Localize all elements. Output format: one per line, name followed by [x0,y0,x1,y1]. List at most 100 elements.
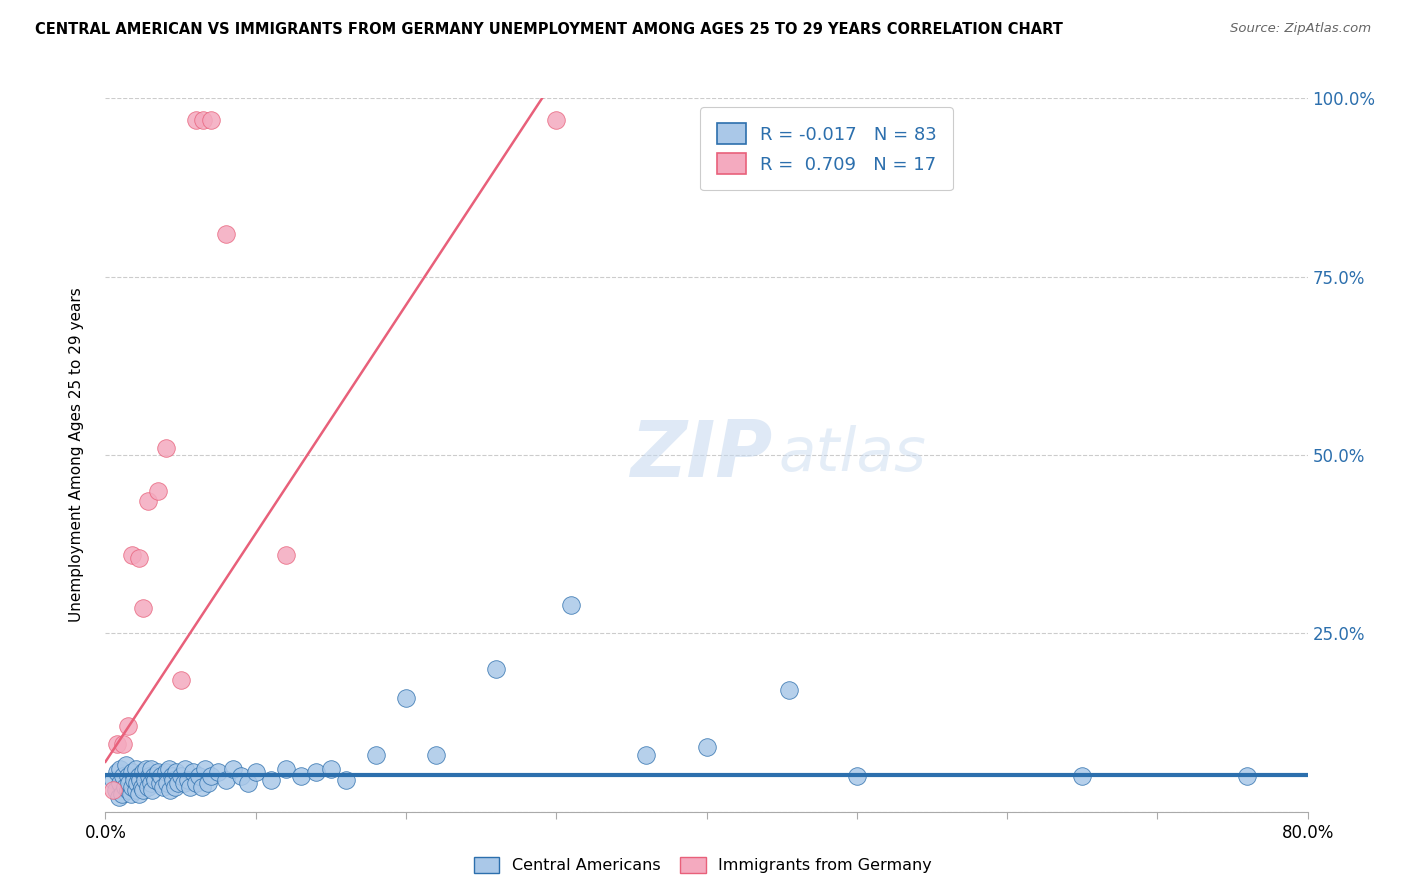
Point [155,765,177,780]
Point [174,762,197,776]
Point [162,772,184,787]
Point [131,780,153,794]
Point [146,483,169,498]
Point [214,772,236,787]
Point [222,762,245,776]
Point [214,227,236,241]
Legend: Central Americans, Immigrants from Germany: Central Americans, Immigrants from Germa… [468,850,938,880]
Point [110,762,132,776]
Point [1071,769,1094,783]
Point [207,765,229,780]
Point [114,780,136,794]
Point [101,783,124,797]
Point [157,762,180,776]
Point [135,762,157,776]
Point [200,769,222,783]
Point [128,769,150,783]
Point [118,776,141,790]
Point [128,551,150,566]
Point [120,787,142,801]
Point [159,783,181,797]
Point [395,690,418,705]
Point [364,747,387,762]
Point [121,765,143,780]
Point [132,601,155,615]
Point [117,783,139,797]
Point [181,765,204,780]
Point [169,769,191,783]
Point [177,772,200,787]
Text: atlas: atlas [779,425,927,484]
Point [696,740,718,755]
Point [155,441,177,455]
Point [546,112,568,127]
Point [190,780,212,794]
Point [141,783,163,797]
Y-axis label: Unemployment Among Ages 25 to 29 years: Unemployment Among Ages 25 to 29 years [69,287,84,623]
Point [146,765,169,780]
Point [169,673,191,687]
Point [108,790,131,805]
Point [143,772,166,787]
Text: CENTRAL AMERICAN VS IMMIGRANTS FROM GERMANY UNEMPLOYMENT AMONG AGES 25 TO 29 YEA: CENTRAL AMERICAN VS IMMIGRANTS FROM GERM… [35,22,1063,37]
Point [845,769,868,783]
Point [179,780,201,794]
Point [335,772,357,787]
Point [112,769,135,783]
Point [112,737,135,751]
Point [132,765,155,780]
Point [117,769,139,783]
Point [425,747,447,762]
Point [132,783,155,797]
Point [197,776,219,790]
Point [115,758,138,772]
Point [778,683,800,698]
Point [260,772,283,787]
Point [187,769,209,783]
Point [125,776,148,790]
Point [560,598,582,612]
Point [124,762,146,776]
Point [107,737,129,751]
Point [184,776,207,790]
Point [238,776,260,790]
Point [150,769,173,783]
Point [134,772,156,787]
Point [160,769,183,783]
Point [139,776,162,790]
Point [229,769,252,783]
Point [136,494,159,508]
Point [117,719,139,733]
Text: Source: ZipAtlas.com: Source: ZipAtlas.com [1230,22,1371,36]
Point [142,769,165,783]
Point [121,548,143,562]
Point [122,772,145,787]
Point [319,762,342,776]
Text: ZIP: ZIP [630,417,773,493]
Point [194,762,217,776]
Point [128,787,150,801]
Point [129,772,152,787]
Point [200,112,222,127]
Point [191,112,214,127]
Point [104,783,127,797]
Point [148,776,170,790]
Point [305,765,328,780]
Point [274,762,297,776]
Point [138,769,160,783]
Point [124,783,146,797]
Point [136,780,159,794]
Point [107,765,129,780]
Point [165,765,187,780]
Point [184,112,207,127]
Point [163,780,186,794]
Point [245,765,267,780]
Point [110,776,132,790]
Legend: R = -0.017   N = 83, R =  0.709   N = 17: R = -0.017 N = 83, R = 0.709 N = 17 [700,107,953,190]
Point [1236,769,1258,783]
Point [111,787,134,801]
Point [156,776,179,790]
Point [485,662,508,676]
Point [152,780,174,794]
Point [101,772,124,787]
